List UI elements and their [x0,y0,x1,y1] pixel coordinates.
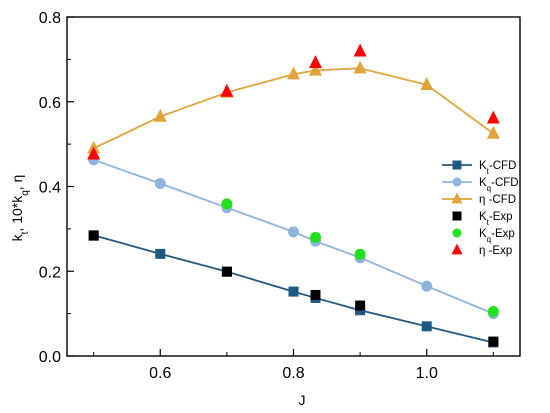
legend-label: η -Exp [479,245,512,257]
axes: 0.0 0.2 0.4 0.6 0.8 0.6 0.8 1.0 [39,10,521,382]
legend-marker [452,228,462,238]
y-tick-label: 0.0 [39,349,61,366]
legend-item-5: Kq-Exp [452,228,515,244]
series-5 [221,198,499,318]
data-point [87,146,101,160]
data-point [309,231,321,243]
data-point [221,198,233,210]
legend-marker [451,192,463,204]
data-point [486,110,500,124]
legend-item-3: η -CFD [442,192,516,206]
data-point [154,178,166,190]
series-1 [88,230,499,348]
data-point [88,230,99,241]
series-line [93,158,494,315]
legend-item-6: η -Exp [451,243,512,257]
legend-item-1: Kt-CFD [442,160,516,176]
y-tick-label: 0.2 [39,264,61,281]
data-point [287,66,300,80]
data-point [310,289,321,300]
data-point [421,280,433,292]
legend-label: Kt-CFD [479,160,516,176]
y-tick-label: 0.8 [39,10,61,27]
y-axis-title: kt, 10*kq, η [9,175,31,242]
legend-label: Kq-Exp [479,228,515,244]
x-tick-label: 1.0 [416,365,438,382]
legend-label: Kt-Exp [479,211,513,227]
y-tick-label: 0.4 [39,180,61,197]
legend-marker [452,160,462,170]
data-point [353,60,367,74]
y-tick-label: 0.6 [39,95,61,112]
legend-marker [451,243,463,255]
x-axis-title: J [299,392,306,408]
data-point [486,125,500,139]
data-point [288,286,299,297]
series-3 [87,60,500,154]
data-point [353,43,367,57]
legend-item-4: Kt-Exp [452,211,513,227]
legend-label: η -CFD [479,194,516,206]
legend-marker [452,211,462,221]
series-4 [88,230,499,347]
legend-item-2: Kq-CFD [442,177,519,193]
data-point [308,55,322,68]
data-point [155,248,166,259]
data-point [308,62,322,76]
series-layer [87,43,500,348]
data-point [488,336,499,347]
x-tick-label: 0.6 [149,365,171,382]
data-point [220,83,234,97]
data-point [354,248,366,260]
data-point [153,108,167,122]
series-line [93,67,494,150]
legend-label: Kq-CFD [479,177,519,193]
data-point [355,300,366,311]
x-tick-label: 0.8 [282,365,304,382]
data-point [421,321,432,332]
series-6 [87,43,500,160]
data-point [487,306,499,318]
series-line [93,234,494,344]
legend-marker [452,177,462,187]
data-point [420,77,434,90]
data-point [288,226,299,238]
data-point [221,266,232,277]
